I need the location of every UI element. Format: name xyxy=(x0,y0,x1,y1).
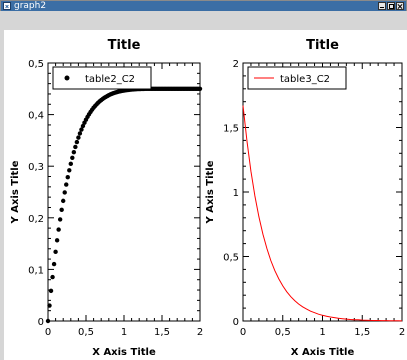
y-tick-label: 0,5 xyxy=(223,253,239,264)
y-tick-label: 1,5 xyxy=(223,124,239,135)
x-tick-label: 1,5 xyxy=(154,327,170,338)
x-axis-label: X Axis Title xyxy=(291,347,355,358)
x-tick-label: 0,5 xyxy=(275,327,291,338)
data-point xyxy=(48,288,54,294)
data-point xyxy=(59,207,64,213)
x-tick-label: 1,5 xyxy=(354,327,370,338)
x-tick-label: 2 xyxy=(197,327,203,338)
series-line xyxy=(242,105,403,322)
x-tick-label: 1 xyxy=(121,327,127,338)
legend-label: table3_C2 xyxy=(280,74,330,85)
y-tick-label: 0,1 xyxy=(28,265,44,276)
window-titlebar[interactable]: graph2 xyxy=(1,1,406,11)
data-point xyxy=(197,86,203,92)
legend-box xyxy=(52,66,152,90)
data-point xyxy=(51,261,57,267)
data-point xyxy=(57,217,63,222)
left-chart: Title X Axis Title Y Axis Title 0 0,5 1 1,5 2 0 0… xyxy=(10,38,203,358)
chart-title: Title xyxy=(108,38,141,53)
data-point xyxy=(73,144,78,150)
y-axis-label: Y Axis Title xyxy=(10,160,21,224)
x-tick-label: 0 xyxy=(240,327,246,338)
data-point xyxy=(77,131,83,136)
data-point xyxy=(71,149,77,155)
data-point xyxy=(61,198,66,204)
data-point xyxy=(54,238,60,243)
maximize-icon[interactable] xyxy=(387,2,395,10)
y-tick-label: 0,5 xyxy=(28,59,44,70)
y-tick-label: 2 xyxy=(233,59,239,70)
x-tick-label: 2 xyxy=(399,327,405,338)
data-point xyxy=(79,127,84,132)
data-point xyxy=(70,155,75,160)
x-tick-label: 0,5 xyxy=(78,327,94,338)
minimize-icon[interactable] xyxy=(378,2,386,10)
y-tick-label: 0,4 xyxy=(28,111,44,122)
x-tick-label: 1 xyxy=(319,327,325,338)
data-point xyxy=(62,190,67,195)
data-point xyxy=(53,249,58,255)
app-icon xyxy=(3,2,11,10)
data-point xyxy=(47,303,52,308)
data-point xyxy=(68,161,74,167)
data-point xyxy=(76,135,81,140)
y-tick-label: 0,3 xyxy=(28,162,44,173)
close-icon[interactable] xyxy=(396,2,404,10)
data-point xyxy=(64,182,69,187)
data-point xyxy=(65,174,70,180)
window-title: graph2 xyxy=(14,1,47,11)
legend-box xyxy=(247,66,347,90)
legend-label: table2_C2 xyxy=(85,74,135,85)
y-axis-label: Y Axis Title xyxy=(205,160,216,224)
right-chart: Title X Axis Title Y Axis Title 0 0,5 1 1,5 2 0 0… xyxy=(205,38,405,358)
y-tick-label: 0 xyxy=(233,317,239,328)
x-axis-label: X Axis Title xyxy=(92,347,156,358)
chart-title: Title xyxy=(306,38,339,53)
data-point xyxy=(74,139,80,145)
data-point xyxy=(50,274,55,280)
data-point xyxy=(80,123,86,129)
legend-marker xyxy=(64,75,70,81)
y-tick-label: 0,2 xyxy=(28,214,44,225)
y-tick-label: 0 xyxy=(38,317,44,328)
data-point xyxy=(45,318,51,324)
y-tick-label: 1 xyxy=(233,188,239,199)
x-tick-label: 0 xyxy=(45,327,51,338)
data-point xyxy=(56,227,61,232)
data-point xyxy=(67,168,72,173)
